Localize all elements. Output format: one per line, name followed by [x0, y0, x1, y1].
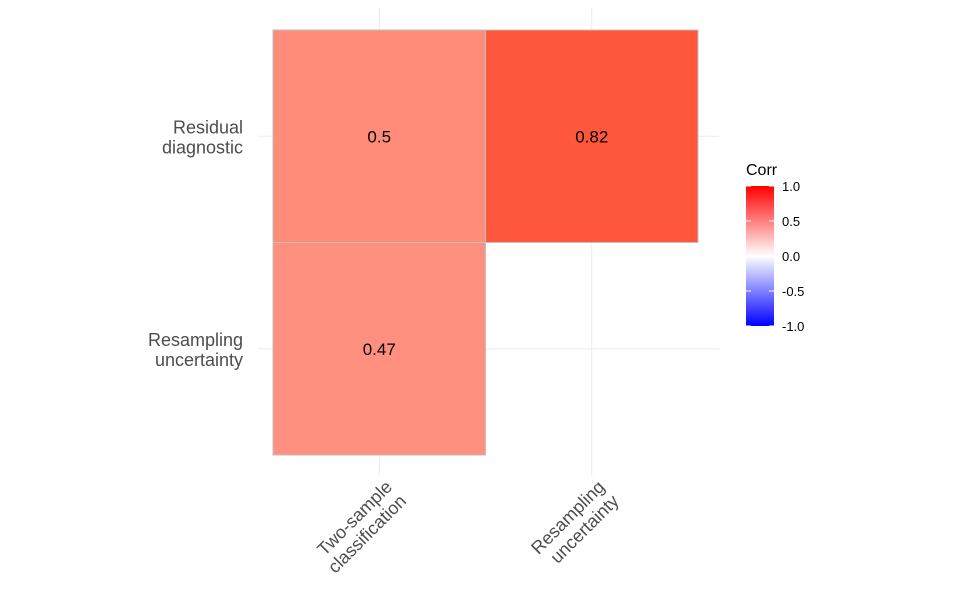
- x-axis-tick-labels: Two-sampleclassification Resamplinguncert…: [310, 477, 622, 577]
- heatmap-tile: [485, 29, 699, 243]
- heatmap-tile: [272, 242, 486, 456]
- legend-tick-label: 0.5: [782, 214, 800, 229]
- legend-tick-label: 0.0: [782, 249, 800, 264]
- heatmap-tiles: [272, 29, 699, 456]
- y-tick-label: Resampling uncertainty: [148, 330, 243, 370]
- legend-tick-label: -1.0: [782, 319, 804, 334]
- cell-value-label: 0.5: [367, 127, 391, 146]
- legend-title: Corr: [746, 162, 778, 179]
- x-tick-label: Two-sampleclassification: [310, 477, 410, 577]
- cell-labels: 0.5 0.82 0.47: [363, 127, 609, 359]
- cell-value-label: 0.47: [363, 340, 396, 359]
- legend-tick-label: 1.0: [782, 179, 800, 194]
- y-tick-label: Residual diagnostic: [162, 117, 243, 157]
- legend: Corr 1.0 0.5 0.0 -0.5 -1.0: [746, 162, 804, 334]
- x-tick-label: Resamplinguncertainty: [527, 477, 622, 572]
- cell-value-label: 0.82: [575, 127, 608, 146]
- heatmap-tile: [272, 29, 486, 243]
- y-axis-tick-labels: Residual diagnostic Resampling uncertainty: [148, 117, 243, 370]
- legend-tick-label: -0.5: [782, 284, 804, 299]
